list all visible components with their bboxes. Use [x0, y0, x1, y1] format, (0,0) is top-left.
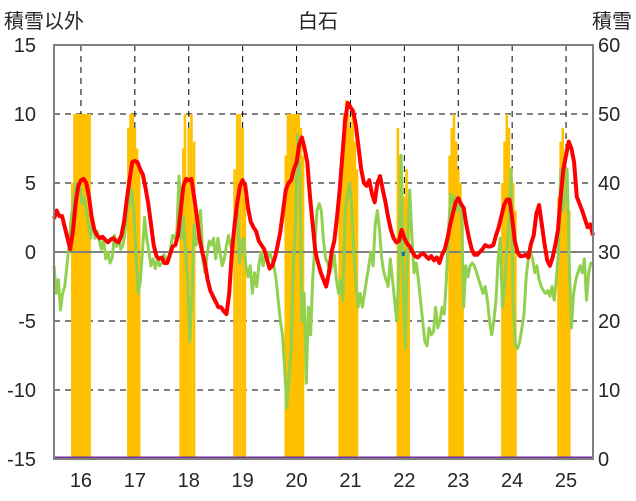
plot-frame	[53, 44, 594, 460]
snow-bar	[452, 114, 456, 459]
left-tick-label: -10	[7, 380, 36, 402]
snow-bar	[338, 196, 341, 460]
snow-bar	[83, 114, 87, 459]
snow-bar	[295, 114, 298, 459]
left-tick-label: -15	[7, 449, 36, 471]
snow-bar	[185, 183, 189, 459]
left-tick-label: 5	[25, 173, 36, 195]
snow-bar	[456, 169, 460, 459]
snow-bar	[235, 114, 239, 459]
right-tick-label: 30	[598, 242, 620, 264]
x-tick-label: 24	[501, 470, 523, 492]
snow-bar	[448, 155, 451, 459]
snow-bar	[353, 141, 357, 459]
snow-bar	[286, 114, 290, 459]
green-series-line	[52, 133, 593, 410]
left-tick-label: -5	[18, 311, 36, 333]
snow-bar	[557, 196, 560, 460]
snow-bar	[75, 114, 78, 459]
snow-bar	[129, 114, 132, 459]
snow-bar	[400, 183, 404, 459]
snow-bar	[71, 183, 74, 459]
snow-bar	[133, 127, 137, 460]
snow-bar	[79, 114, 83, 459]
left-axis-label: 積雪以外	[4, 10, 84, 33]
snow-bar	[565, 183, 569, 459]
snow-bar	[192, 141, 196, 459]
right-tick-label: 0	[598, 449, 609, 471]
snow-bar	[135, 148, 139, 459]
left-tick-label: 0	[25, 242, 36, 264]
snow-bar	[86, 114, 89, 459]
left-tick-label: 15	[14, 35, 36, 57]
snow-bar	[88, 114, 91, 459]
snow-bar	[450, 127, 454, 460]
left-tick-label: 10	[14, 104, 36, 126]
snow-bar	[398, 155, 402, 459]
snow-bar	[340, 155, 344, 459]
snow-bar	[509, 169, 513, 459]
snow-bar	[349, 127, 352, 460]
snow-bar	[137, 169, 141, 459]
snow-bar	[238, 114, 242, 459]
x-tick-label: 22	[393, 470, 415, 492]
right-tick-label: 10	[598, 380, 620, 402]
snow-bar	[461, 210, 464, 459]
snow-bar	[355, 169, 359, 459]
snow-bar	[351, 114, 354, 459]
snow-bar	[505, 114, 509, 459]
plot-border	[53, 44, 594, 460]
right-tick-label: 40	[598, 173, 620, 195]
blue-marker	[401, 252, 405, 256]
snow-bar	[454, 141, 458, 459]
x-tick-label: 20	[285, 470, 307, 492]
snow-bar	[233, 169, 236, 459]
snow-bar	[127, 127, 130, 460]
snow-bar	[563, 155, 567, 459]
right-axis-label: 積雪	[592, 10, 632, 33]
x-tick-label: 18	[178, 470, 200, 492]
snow-bar	[507, 127, 511, 460]
snow-bar	[293, 114, 296, 459]
snow-bar	[81, 114, 85, 459]
right-tick-label: 50	[598, 104, 620, 126]
red-series-line	[52, 101, 595, 317]
x-tick-label: 16	[70, 470, 92, 492]
snow-bar	[288, 114, 292, 459]
x-tick-label: 25	[555, 470, 577, 492]
snow-bar	[284, 155, 288, 459]
snow-bar	[567, 210, 571, 459]
snow-bar	[501, 183, 504, 459]
snow-bar	[297, 114, 301, 459]
right-tick-label: 20	[598, 311, 620, 333]
snow-bar	[559, 141, 562, 459]
snow-bar	[183, 114, 187, 459]
right-tick-label: 60	[598, 35, 620, 57]
snow-bar	[131, 114, 134, 459]
snow-bar	[346, 114, 350, 459]
snow-bar	[243, 196, 247, 460]
x-tick-label: 23	[447, 470, 469, 492]
snow-bar	[182, 148, 185, 459]
snow-bar	[407, 210, 410, 459]
snow-bar	[344, 100, 348, 459]
snow-bar	[77, 114, 81, 459]
snow-bar	[73, 114, 76, 459]
tick-labels: -15 -10 -5 0 5 10 15 0 10 20 30 40 50 60 16 17 18 19 20 21 2…	[7, 35, 620, 492]
x-tick-label: 21	[339, 470, 361, 492]
snow-bar	[561, 127, 565, 460]
snow-bar	[459, 183, 462, 459]
x-tick-label: 19	[232, 470, 254, 492]
snow-bar	[179, 196, 182, 460]
snow-bar	[241, 127, 244, 460]
x-tick-label: 17	[124, 470, 146, 492]
chart-title: 白石	[298, 10, 338, 33]
